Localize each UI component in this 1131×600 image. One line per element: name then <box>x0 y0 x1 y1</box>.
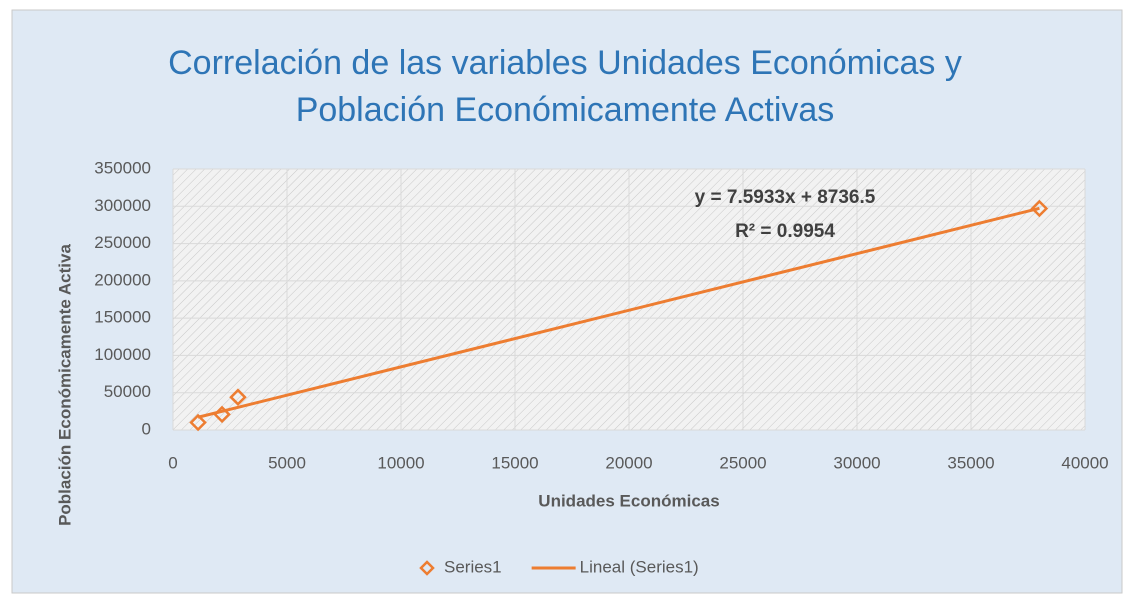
x-tick-label: 35000 <box>947 453 994 472</box>
x-tick-label: 10000 <box>377 453 424 472</box>
y-tick-label: 50000 <box>104 382 151 401</box>
x-tick-label: 0 <box>168 453 177 472</box>
y-tick-label: 300000 <box>94 196 151 215</box>
y-tick-label: 200000 <box>94 270 151 289</box>
legend-label: Lineal (Series1) <box>580 557 699 576</box>
point <box>229 388 247 406</box>
legend-marker <box>419 560 435 576</box>
x-tick-label: 20000 <box>605 453 652 472</box>
point <box>189 413 207 432</box>
x-tick-label: 40000 <box>1061 453 1108 472</box>
legend-label: Series1 <box>444 557 502 576</box>
trendline-equation: y = 7.5933x + 8736.5 <box>695 187 876 208</box>
y-tick-label: 0 <box>142 419 151 438</box>
y-tick-label: 350000 <box>94 158 151 177</box>
y-tick-label: 250000 <box>94 233 151 252</box>
chart-title: Correlación de las variables Unidades Ec… <box>168 44 962 129</box>
y-tick-label: 100000 <box>94 345 151 364</box>
y-axis-label: Población Económicamente Activa <box>55 244 74 526</box>
r-squared: R² = 0.9954 <box>735 221 835 242</box>
y-tick-label: 150000 <box>94 308 151 327</box>
trend-line <box>197 206 1040 419</box>
x-tick-label: 15000 <box>491 453 538 472</box>
x-axis-label: Unidades Económicas <box>538 491 719 510</box>
x-tick-label: 25000 <box>719 453 766 472</box>
point <box>1030 199 1049 218</box>
x-tick-label: 30000 <box>833 453 880 472</box>
x-tick-label: 5000 <box>268 453 306 472</box>
